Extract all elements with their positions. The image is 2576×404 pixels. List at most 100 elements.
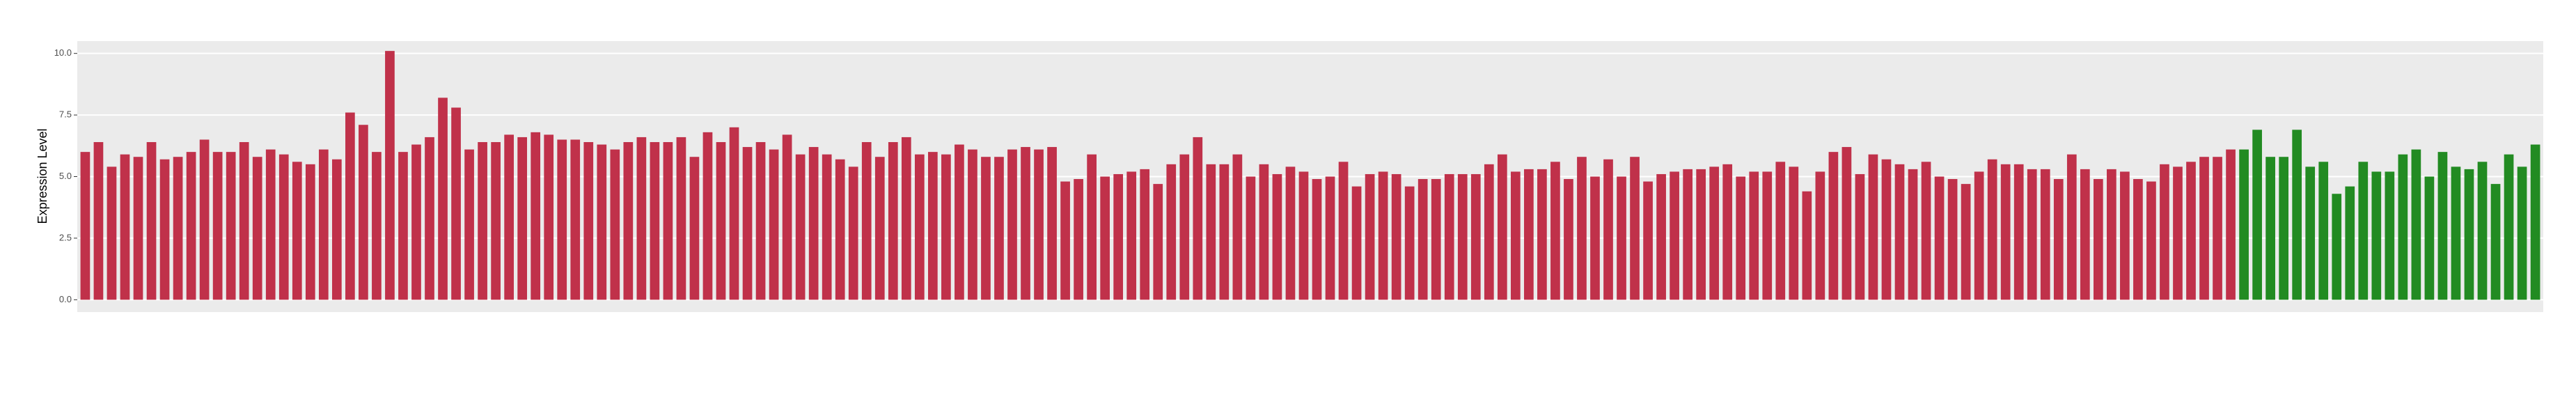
bar [2517,166,2527,300]
bar [1351,186,1362,300]
bar [1126,171,1137,300]
bar [1947,179,1958,300]
bar [491,141,501,300]
bar [1709,166,1720,300]
bar [1828,152,1839,300]
bar [252,157,262,300]
bar [1100,176,1110,300]
bar [80,152,91,300]
bar [1179,154,1190,300]
bar [1285,166,1296,300]
bar [2173,166,2183,300]
bar [438,98,448,300]
bar [1762,171,1773,300]
bar [769,149,779,300]
bar [2186,162,2196,300]
bar [2133,179,2143,300]
bar [557,139,567,300]
bar [795,154,806,300]
bar [1656,173,1666,300]
bar [1934,176,1945,300]
bar [1577,157,1587,300]
bar [385,51,395,300]
bar [2146,181,2156,300]
bar [1524,169,1534,300]
bar [239,141,249,300]
bar [755,141,766,300]
bar [2213,157,2222,300]
bar [2080,169,2090,300]
bar [2239,149,2249,300]
bar [1060,181,1070,300]
bar [2504,154,2514,300]
bar [1298,171,1309,300]
bar [1511,171,1521,300]
bar [928,152,938,300]
bar [1815,171,1825,300]
bar [1855,173,1865,300]
bar [874,157,885,300]
bar [1974,171,1984,300]
bar [1259,164,1269,300]
bar [2318,162,2329,300]
bar [2199,157,2209,300]
bar [2093,179,2103,300]
bar [278,154,289,300]
bar [1550,162,1560,300]
bar [1365,173,1375,300]
bar [1683,169,1693,300]
bar [1841,147,1852,300]
y-tick-label: 7.5 [59,109,72,120]
bar [504,134,514,300]
bar [676,137,686,300]
bar [1457,173,1468,300]
bar [133,157,143,300]
bar [1232,154,1243,300]
bar [478,141,487,300]
bar [955,144,964,300]
bar [2345,186,2355,300]
bar [2530,144,2540,300]
bar [1564,179,1573,300]
bar [1246,176,1256,300]
bar [451,107,461,300]
bar [1603,159,1613,300]
bar [411,144,421,300]
bar [941,154,951,300]
bar [2107,169,2116,300]
bar [2437,152,2448,300]
bar [292,162,302,300]
bar [1484,164,1494,300]
bar [331,159,342,300]
bar [212,152,223,300]
y-axis-title: Expression Level [36,128,49,224]
bar [1590,176,1600,300]
bar [1140,169,1150,300]
bar [822,154,832,300]
bar [2411,149,2421,300]
bar [1047,147,1057,300]
bar [1775,162,1786,300]
bar [1219,164,1230,300]
bar [1325,176,1335,300]
bar [1166,164,1177,300]
bar [2451,166,2461,300]
bar [305,164,315,300]
bar [583,141,594,300]
bar [1894,164,1905,300]
bar [835,159,845,300]
bar [981,157,991,300]
bar [345,112,355,300]
bar [1961,184,1971,300]
bar [861,141,872,300]
bar [1417,179,1428,300]
bar [1868,154,1878,300]
bar [994,157,1004,300]
bar [1537,169,1547,300]
bar [107,166,117,300]
bar [1470,173,1481,300]
bar [1921,162,1931,300]
bar [1802,191,1812,300]
bar [1087,154,1097,300]
